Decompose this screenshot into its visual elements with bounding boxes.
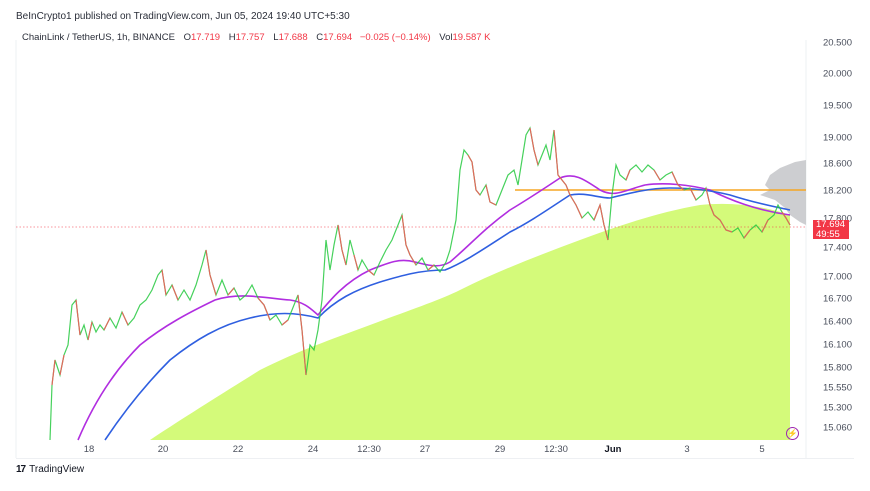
price-tick: 18.200 — [822, 185, 852, 197]
volume-value: 19.587 K — [452, 32, 491, 43]
time-tick: 24 — [307, 444, 319, 455]
high-label: H — [228, 32, 236, 43]
ema-slow-line — [104, 187, 791, 441]
current-price-badge: 17.694 49:55 — [813, 220, 849, 239]
change-value: −0.025 (−0.14%) — [359, 32, 431, 43]
time-tick: 22 — [232, 444, 244, 455]
price-tick: 15.550 — [822, 382, 852, 394]
time-tick: 27 — [419, 444, 431, 455]
time-tick: Jun — [604, 444, 622, 455]
open-value: 17.719 — [190, 32, 221, 43]
price-tick: 16.400 — [822, 316, 852, 328]
long-ma-area — [150, 203, 790, 440]
price-tick: 17.000 — [822, 271, 852, 283]
time-tick: 12:30 — [544, 444, 568, 455]
close-label: C — [316, 32, 324, 43]
tradingview-brand: TradingView — [29, 464, 85, 475]
price-tick: 15.060 — [822, 422, 852, 434]
price-tick: 16.100 — [822, 339, 852, 351]
publish-info: BeInCrypto1 published on TradingView.com… — [16, 11, 350, 22]
lightning-icon[interactable]: ⚡ — [786, 427, 799, 440]
time-tick: 3 — [684, 444, 690, 455]
ema-fast-line — [77, 175, 791, 441]
price-tick: 15.300 — [822, 402, 852, 414]
price-tick: 17.800 — [822, 213, 852, 225]
candlesticks — [49, 126, 791, 441]
price-tick: 15.800 — [822, 362, 852, 374]
time-axis[interactable]: 18 20 22 24 12:30 27 29 12:30 Jun 3 5 — [0, 444, 806, 458]
volume-profile — [760, 160, 806, 225]
current-price-value: 17.694 — [816, 219, 846, 230]
high-value: 17.757 — [235, 32, 265, 43]
time-tick: 29 — [494, 444, 506, 455]
open-label: O — [183, 32, 191, 43]
price-tick: 19.500 — [822, 100, 852, 112]
low-value: 17.688 — [278, 32, 308, 43]
price-tick: 18.600 — [822, 158, 852, 170]
time-tick: 20 — [157, 444, 169, 455]
time-tick: 12:30 — [357, 444, 381, 455]
price-tick: 16.700 — [822, 293, 852, 305]
symbol-legend: ChainLink / TetherUS, 1h, BINANCE O17.71… — [22, 32, 491, 43]
tradingview-mark-icon: 17 — [16, 464, 26, 475]
close-value: 17.694 — [323, 32, 353, 43]
tradingview-logo[interactable]: 17 TradingView — [16, 464, 84, 475]
time-tick: 5 — [759, 444, 765, 455]
low-label: L — [273, 32, 279, 43]
price-tick: 20.000 — [822, 68, 852, 80]
price-tick: 17.400 — [822, 242, 852, 254]
volume-label: Vol — [439, 32, 453, 43]
time-tick: 18 — [83, 444, 95, 455]
chart-bottom-divider — [16, 458, 854, 459]
price-tick: 20.500 — [822, 37, 852, 49]
price-tick: 19.000 — [822, 132, 852, 144]
symbol-name[interactable]: ChainLink / TetherUS, 1h, BINANCE — [22, 32, 175, 43]
bar-countdown: 49:55 — [816, 228, 840, 240]
price-axis[interactable]: 20.500 20.000 19.500 19.000 18.600 18.20… — [806, 0, 856, 460]
